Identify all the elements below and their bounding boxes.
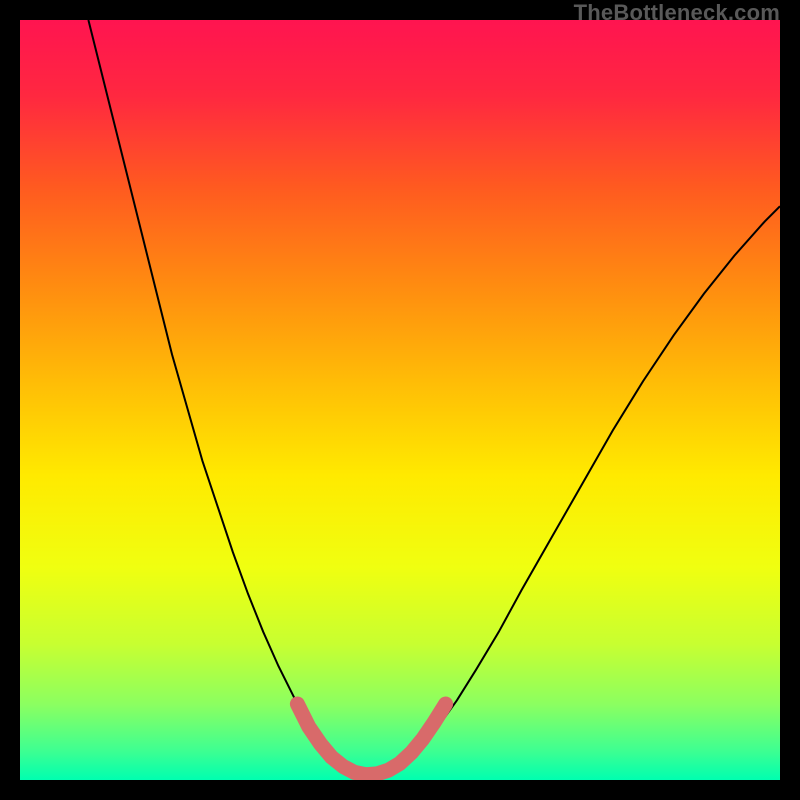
plot-area bbox=[20, 20, 780, 780]
chart-container: TheBottleneck.com bbox=[0, 0, 800, 800]
bottleneck-chart bbox=[20, 20, 780, 780]
gradient-background bbox=[20, 20, 780, 780]
